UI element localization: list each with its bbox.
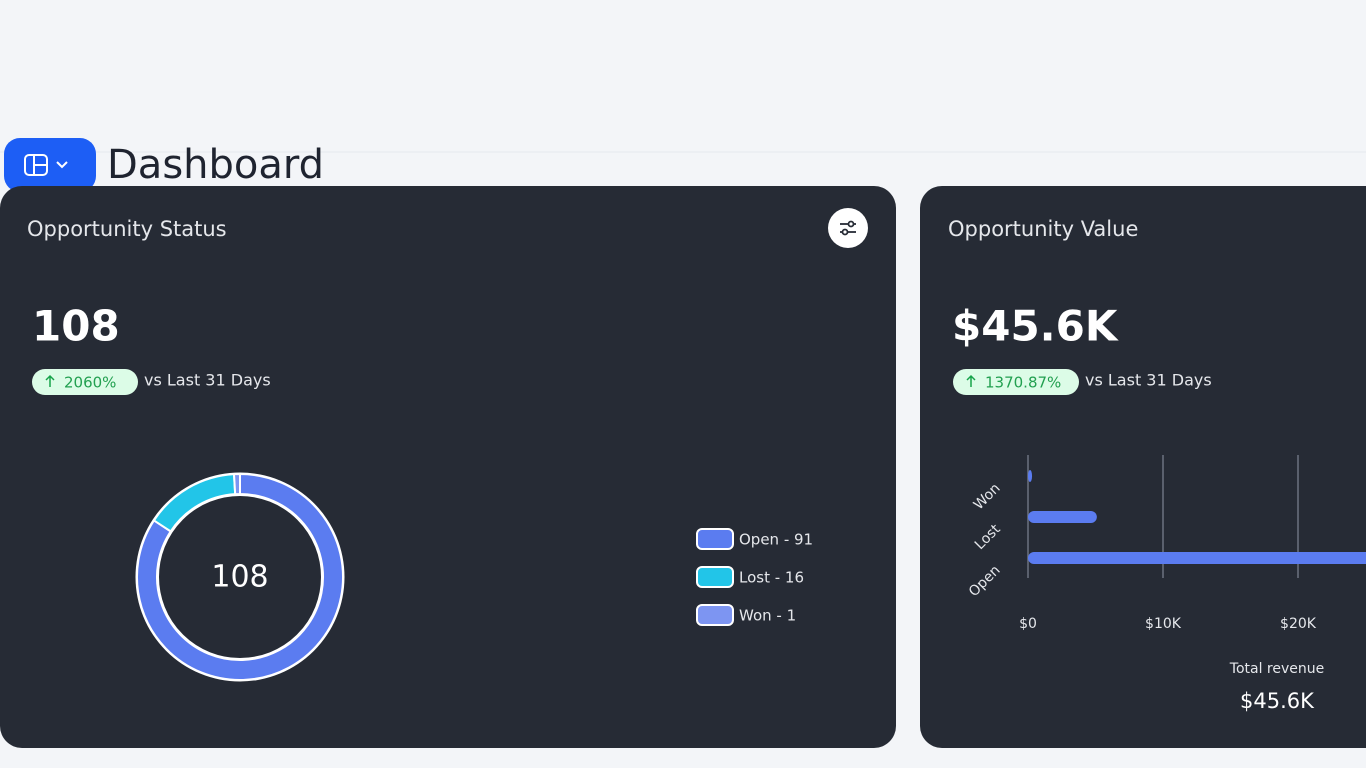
comparison: vs Last 31 Days xyxy=(144,371,271,390)
bar xyxy=(1028,470,1033,482)
filter-button[interactable] xyxy=(828,208,868,248)
bar xyxy=(1028,552,1366,564)
donut-hole xyxy=(157,494,323,660)
layout-icon xyxy=(24,154,68,176)
up-arrow xyxy=(45,374,55,387)
card-title: Opportunity Value xyxy=(948,217,1138,241)
legend-swatch xyxy=(696,528,734,550)
change-value: 2060% xyxy=(64,374,116,392)
card xyxy=(920,186,1366,748)
metric-value: $45.6K xyxy=(952,302,1119,351)
legend-label: Lost - 16 xyxy=(739,569,804,587)
footer-label: Total revenue xyxy=(1229,661,1324,677)
change-badge xyxy=(32,369,138,395)
bar xyxy=(1028,511,1097,523)
legend-label: Won - 1 xyxy=(739,607,796,625)
donut-segment xyxy=(232,472,241,496)
x-tick-label: $10K xyxy=(1145,616,1182,632)
comparison: vs Last 31 Days xyxy=(1085,371,1212,390)
change-badge xyxy=(953,369,1079,395)
legend-label: Open - 91 xyxy=(739,531,813,549)
layout-button[interactable] xyxy=(4,138,96,192)
metric-value: 108 xyxy=(32,302,120,351)
change-value: 1370.87% xyxy=(985,374,1061,392)
footer-value: $45.6K xyxy=(1240,689,1315,713)
x-tick-label: $0 xyxy=(1019,616,1037,632)
legend-swatch xyxy=(696,604,734,626)
card xyxy=(0,186,896,748)
legend-swatch xyxy=(696,566,734,588)
donut-center-label: 108 xyxy=(211,560,268,595)
filter-icon xyxy=(840,220,856,236)
card-title: Opportunity Status xyxy=(27,217,227,241)
up-arrow xyxy=(966,374,976,387)
page-title: Dashboard xyxy=(107,142,324,188)
x-tick-label: $20K xyxy=(1280,616,1317,632)
